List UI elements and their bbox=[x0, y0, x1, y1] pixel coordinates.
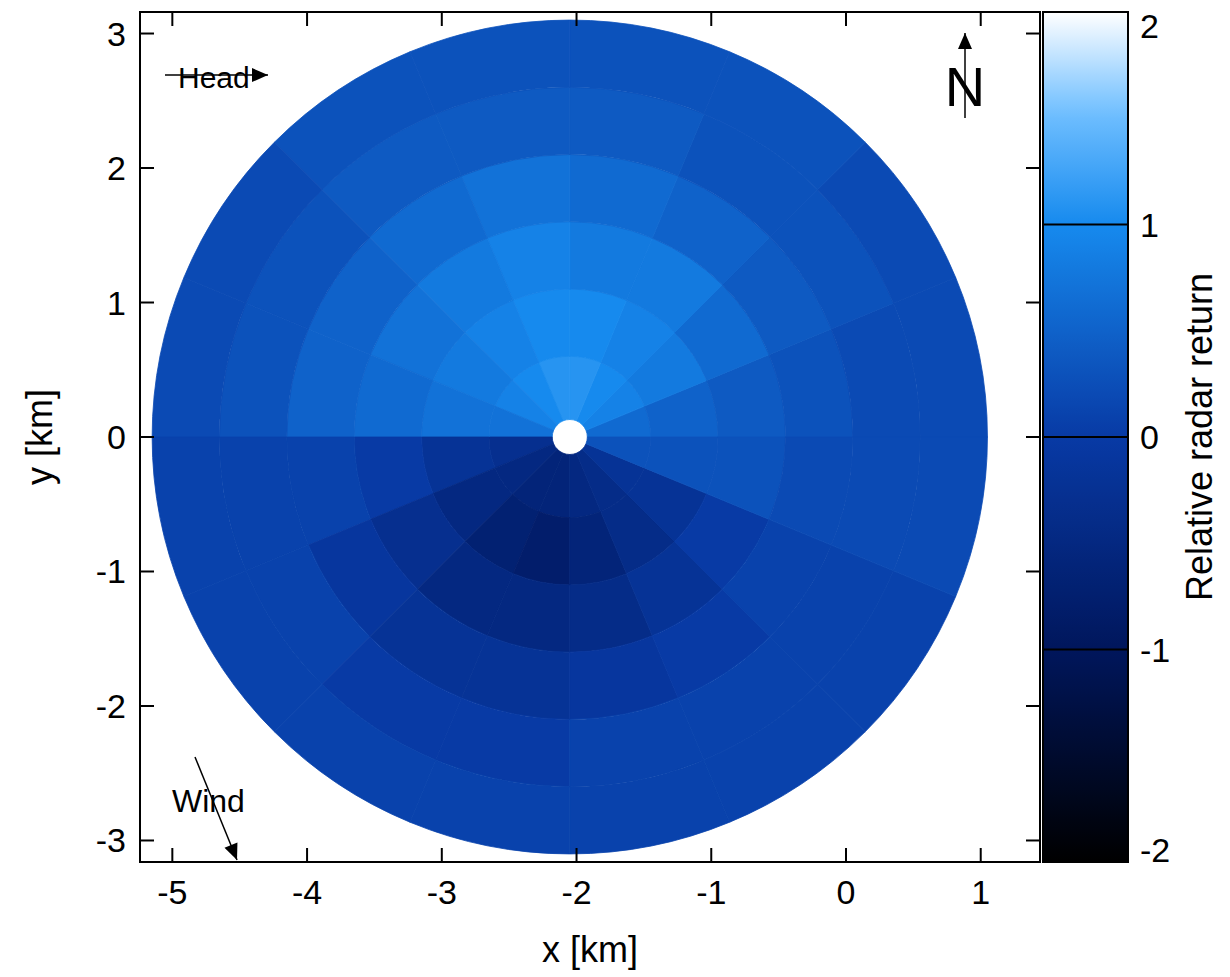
x-tick bbox=[306, 848, 308, 862]
x-tick-label: -2 bbox=[561, 873, 591, 911]
cell bbox=[817, 571, 955, 732]
cell bbox=[489, 406, 554, 437]
colorbar-tick bbox=[1043, 11, 1128, 13]
x-tick-label: -3 bbox=[427, 873, 457, 911]
y-tick bbox=[140, 436, 154, 438]
x-tick bbox=[171, 12, 173, 26]
cell bbox=[570, 20, 730, 114]
cell bbox=[704, 52, 865, 190]
plot-frame bbox=[140, 12, 1040, 862]
y-tick bbox=[1026, 705, 1040, 707]
y-tick-label: 3 bbox=[107, 15, 126, 53]
colorbar-tick-label: 2 bbox=[1140, 7, 1159, 45]
x-tick bbox=[576, 848, 578, 862]
x-axis-title: x [km] bbox=[542, 929, 638, 970]
cell bbox=[152, 277, 246, 437]
y-tick bbox=[1026, 436, 1040, 438]
x-tick bbox=[980, 12, 982, 26]
x-tick-label: -4 bbox=[292, 873, 322, 911]
x-tick-label: 1 bbox=[971, 873, 990, 911]
y-tick-label: -3 bbox=[96, 821, 126, 859]
x-tick bbox=[980, 848, 982, 862]
cell bbox=[513, 512, 570, 585]
cell bbox=[570, 760, 730, 854]
colorbar-tick bbox=[1043, 224, 1128, 226]
x-tick bbox=[845, 848, 847, 862]
colorbar-tick bbox=[1043, 861, 1128, 863]
y-tick-label: -2 bbox=[96, 687, 126, 725]
y-tick bbox=[140, 302, 154, 304]
y-tick bbox=[140, 570, 154, 572]
colorbar-tick bbox=[1043, 436, 1128, 438]
y-tick bbox=[1026, 33, 1040, 35]
annotation: Head bbox=[178, 61, 250, 94]
y-tick bbox=[140, 33, 154, 35]
cell bbox=[274, 684, 435, 822]
colorbar-tick-label: 0 bbox=[1140, 418, 1159, 456]
y-tick-label: -1 bbox=[96, 552, 126, 590]
x-tick bbox=[710, 12, 712, 26]
x-tick bbox=[710, 848, 712, 862]
cells bbox=[152, 20, 987, 854]
y-tick bbox=[140, 167, 154, 169]
x-tick bbox=[441, 848, 443, 862]
y-tick bbox=[140, 705, 154, 707]
y-tick bbox=[1026, 302, 1040, 304]
colorbar-tick bbox=[1043, 649, 1128, 651]
annotation: Wind bbox=[172, 783, 245, 819]
y-tick-label: 0 bbox=[107, 418, 126, 456]
x-tick-label: -1 bbox=[696, 873, 726, 911]
cell bbox=[184, 142, 322, 303]
cell bbox=[893, 437, 987, 597]
chart: -5 -4 -3 -2 -1 0 1 -3 -2 -1 0 1 2 3 x [km] y [km] -2 -1 0 1… bbox=[0, 0, 1230, 977]
y-tick-label: 2 bbox=[107, 149, 126, 187]
x-tick bbox=[171, 848, 173, 862]
cell bbox=[410, 760, 570, 854]
x-tick bbox=[441, 12, 443, 26]
colorbar-tick-label: -2 bbox=[1140, 831, 1170, 869]
cell bbox=[570, 289, 627, 362]
y-tick bbox=[1026, 570, 1040, 572]
colorbar-tick-label: 1 bbox=[1140, 206, 1159, 244]
cell bbox=[586, 437, 651, 468]
y-tick bbox=[140, 839, 154, 841]
x-tick-label: 0 bbox=[837, 873, 856, 911]
x-tick bbox=[306, 12, 308, 26]
colorbar-title: Relative radar return bbox=[1179, 273, 1220, 601]
cell bbox=[152, 437, 246, 597]
x-tick bbox=[845, 12, 847, 26]
wind-arrow-head bbox=[224, 843, 237, 860]
cell bbox=[644, 437, 718, 494]
y-tick bbox=[1026, 167, 1040, 169]
y-tick bbox=[1026, 839, 1040, 841]
x-tick-label: -5 bbox=[157, 873, 187, 911]
north-arrow-head bbox=[958, 33, 972, 49]
x-tick bbox=[576, 12, 578, 26]
cell bbox=[422, 380, 496, 437]
cell bbox=[893, 277, 987, 437]
head-arrow-head bbox=[252, 68, 268, 82]
y-tick-label: 1 bbox=[107, 284, 126, 322]
cell bbox=[539, 453, 570, 518]
y-axis-title: y [km] bbox=[19, 389, 60, 485]
colorbar bbox=[1043, 12, 1128, 862]
annotation: N bbox=[945, 55, 985, 118]
cell bbox=[410, 20, 570, 114]
cell bbox=[570, 356, 601, 421]
colorbar-tick-label: -1 bbox=[1140, 631, 1170, 669]
